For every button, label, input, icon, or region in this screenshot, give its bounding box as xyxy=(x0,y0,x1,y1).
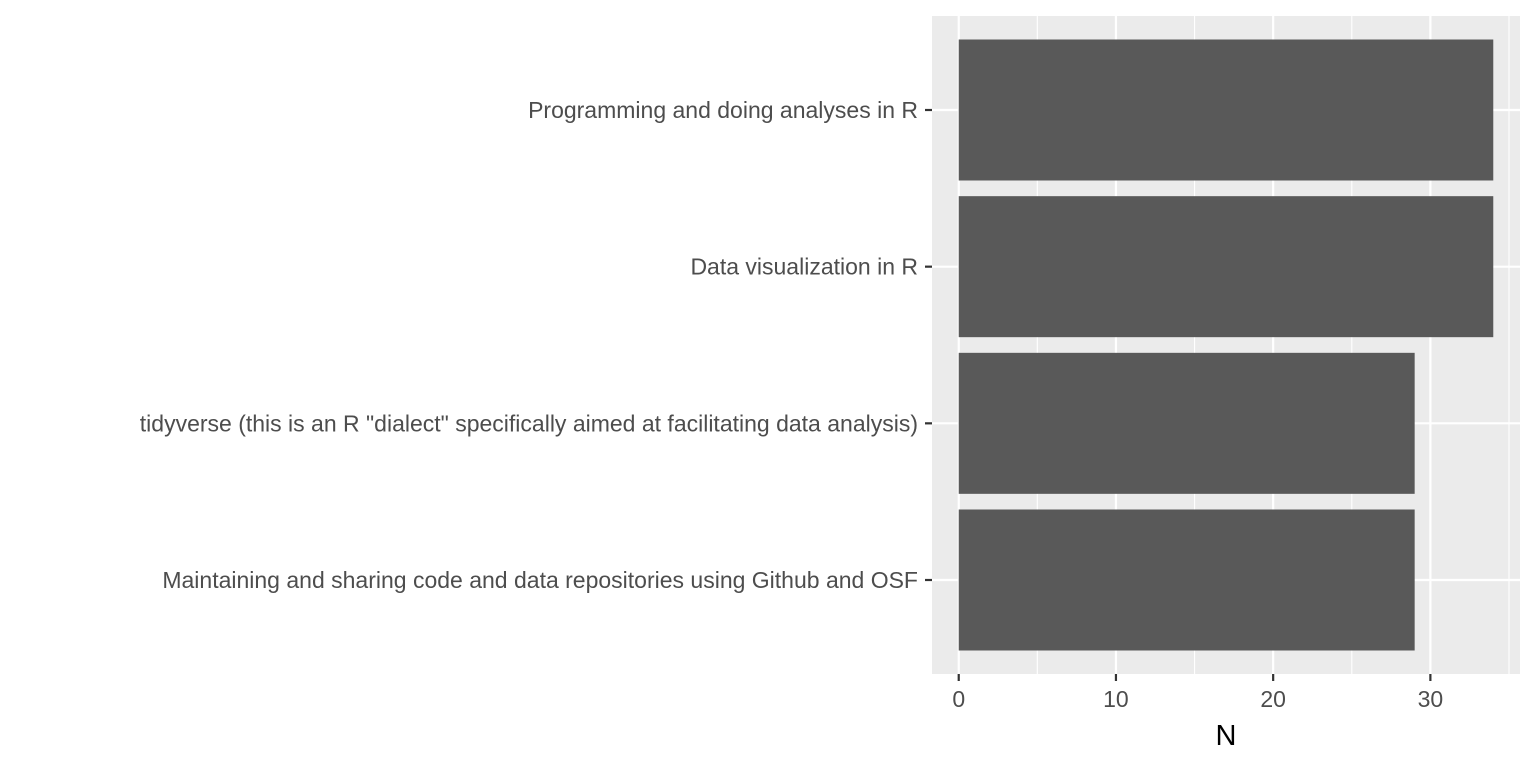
x-tick-label: 0 xyxy=(952,686,965,712)
x-axis: 0 10 20 30 xyxy=(952,674,1443,712)
x-tick-label: 10 xyxy=(1103,686,1129,712)
bar xyxy=(958,352,1415,494)
y-axis: Programming and doing analyses in R Data … xyxy=(140,97,932,593)
bar xyxy=(958,39,1494,181)
y-tick-label: tidyverse (this is an R "dialect" specif… xyxy=(140,410,918,436)
bar xyxy=(958,509,1415,651)
x-axis-title: N xyxy=(1216,720,1237,752)
bars xyxy=(958,39,1494,651)
x-tick-label: 20 xyxy=(1260,686,1286,712)
y-tick-label: Programming and doing analyses in R xyxy=(528,97,918,123)
y-tick-label: Maintaining and sharing code and data re… xyxy=(162,567,918,593)
bar xyxy=(958,196,1494,338)
x-tick-label: 30 xyxy=(1418,686,1444,712)
y-tick-label: Data visualization in R xyxy=(690,254,918,280)
